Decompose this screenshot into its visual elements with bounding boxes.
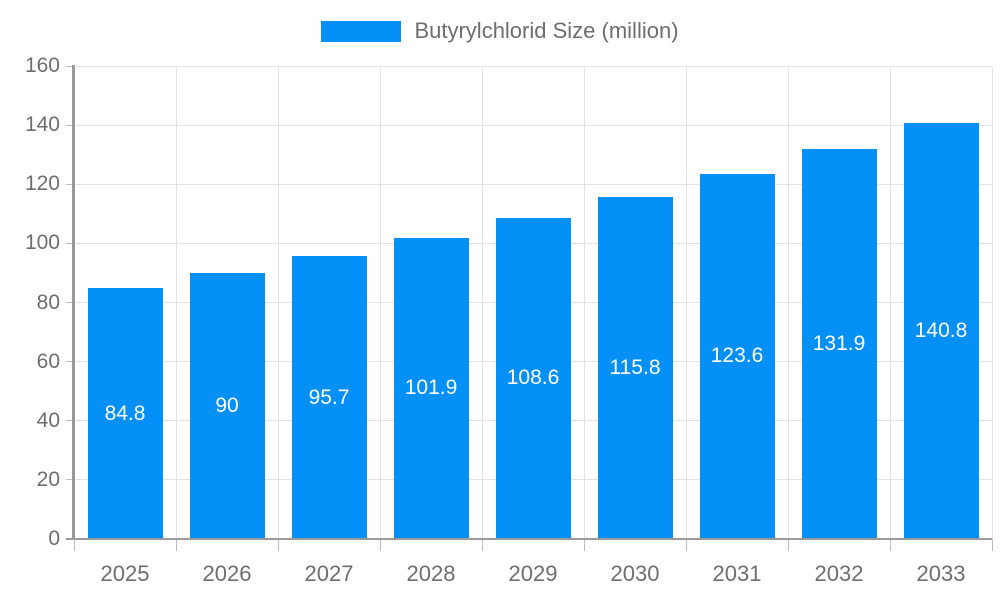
y-axis-label: 0 xyxy=(48,527,60,550)
gridline-vertical xyxy=(889,66,891,539)
x-axis-tick xyxy=(379,539,381,551)
bar[interactable] xyxy=(87,288,163,539)
y-axis-tick xyxy=(66,420,74,422)
y-axis-tick xyxy=(66,124,74,126)
y-axis-label: 140 xyxy=(24,113,60,137)
bar-value-label: 131.9 xyxy=(812,332,866,356)
gridline-vertical xyxy=(379,66,381,539)
x-axis-label: 2030 xyxy=(610,561,660,586)
bar[interactable] xyxy=(291,256,367,539)
x-axis-label: 2029 xyxy=(508,561,558,586)
x-axis-label: 2027 xyxy=(304,561,354,586)
legend-label: Butyrylchlorid Size (million) xyxy=(414,18,679,43)
gridline-horizontal xyxy=(74,124,992,126)
x-axis-tick xyxy=(685,539,687,551)
gridline-horizontal xyxy=(74,183,992,185)
y-axis-tick xyxy=(66,479,74,481)
bar[interactable] xyxy=(393,237,469,539)
x-axis-label: 2026 xyxy=(202,561,252,586)
x-axis-tick xyxy=(277,539,279,551)
gridline-vertical xyxy=(481,66,483,539)
y-axis-tick xyxy=(66,302,74,303)
legend-swatch-icon xyxy=(321,20,402,42)
y-axis-label: 100 xyxy=(24,231,60,255)
x-axis-label: 2025 xyxy=(100,561,150,586)
x-axis-label: 2032 xyxy=(814,561,864,586)
bar[interactable] xyxy=(597,196,673,539)
bar-value-label: 90 xyxy=(215,393,239,417)
y-axis-label: 60 xyxy=(36,349,60,373)
x-axis-tick xyxy=(583,539,585,551)
y-axis-line xyxy=(72,65,75,540)
bar[interactable] xyxy=(189,272,265,539)
x-axis-tick xyxy=(73,539,75,551)
y-axis-tick xyxy=(66,361,74,363)
bar-value-label: 95.7 xyxy=(308,385,350,409)
bar[interactable] xyxy=(903,122,979,539)
y-axis-label: 20 xyxy=(36,467,60,491)
x-axis-tick xyxy=(175,539,177,551)
bar[interactable] xyxy=(699,173,775,539)
bar-value-label: 84.8 xyxy=(104,401,146,425)
y-axis-label: 80 xyxy=(36,290,60,314)
chart-legend[interactable]: Butyrylchlorid Size (million) xyxy=(0,18,1000,44)
bar-value-label: 115.8 xyxy=(609,355,661,379)
y-axis-label: 120 xyxy=(24,172,60,196)
y-axis-label: 40 xyxy=(36,408,60,432)
y-axis-label: 160 xyxy=(24,54,60,77)
y-axis-tick xyxy=(66,242,74,244)
bar-value-label: 108.6 xyxy=(506,366,560,390)
x-axis-tick xyxy=(991,539,993,551)
gridline-horizontal xyxy=(74,65,992,67)
gridline-vertical xyxy=(685,66,687,539)
gridline-vertical xyxy=(175,66,177,539)
x-axis-label: 2028 xyxy=(406,561,456,586)
y-axis-tick xyxy=(66,183,74,185)
x-axis-tick xyxy=(889,539,891,551)
x-axis-label: 2031 xyxy=(712,561,762,586)
x-axis-tick xyxy=(481,539,483,551)
gridline-vertical xyxy=(787,66,789,539)
bar-value-label: 101.9 xyxy=(404,376,458,400)
y-axis-tick xyxy=(66,65,74,67)
x-axis-tick xyxy=(787,539,789,551)
bar[interactable] xyxy=(801,149,877,539)
bar-value-label: 123.6 xyxy=(710,344,764,368)
gridline-vertical xyxy=(991,66,993,539)
bar-value-label: 140.8 xyxy=(914,318,968,342)
x-axis-label: 2033 xyxy=(916,561,966,586)
gridline-vertical xyxy=(583,66,585,539)
x-axis-line xyxy=(66,538,992,540)
bar[interactable] xyxy=(495,217,571,539)
gridline-vertical xyxy=(277,66,279,539)
